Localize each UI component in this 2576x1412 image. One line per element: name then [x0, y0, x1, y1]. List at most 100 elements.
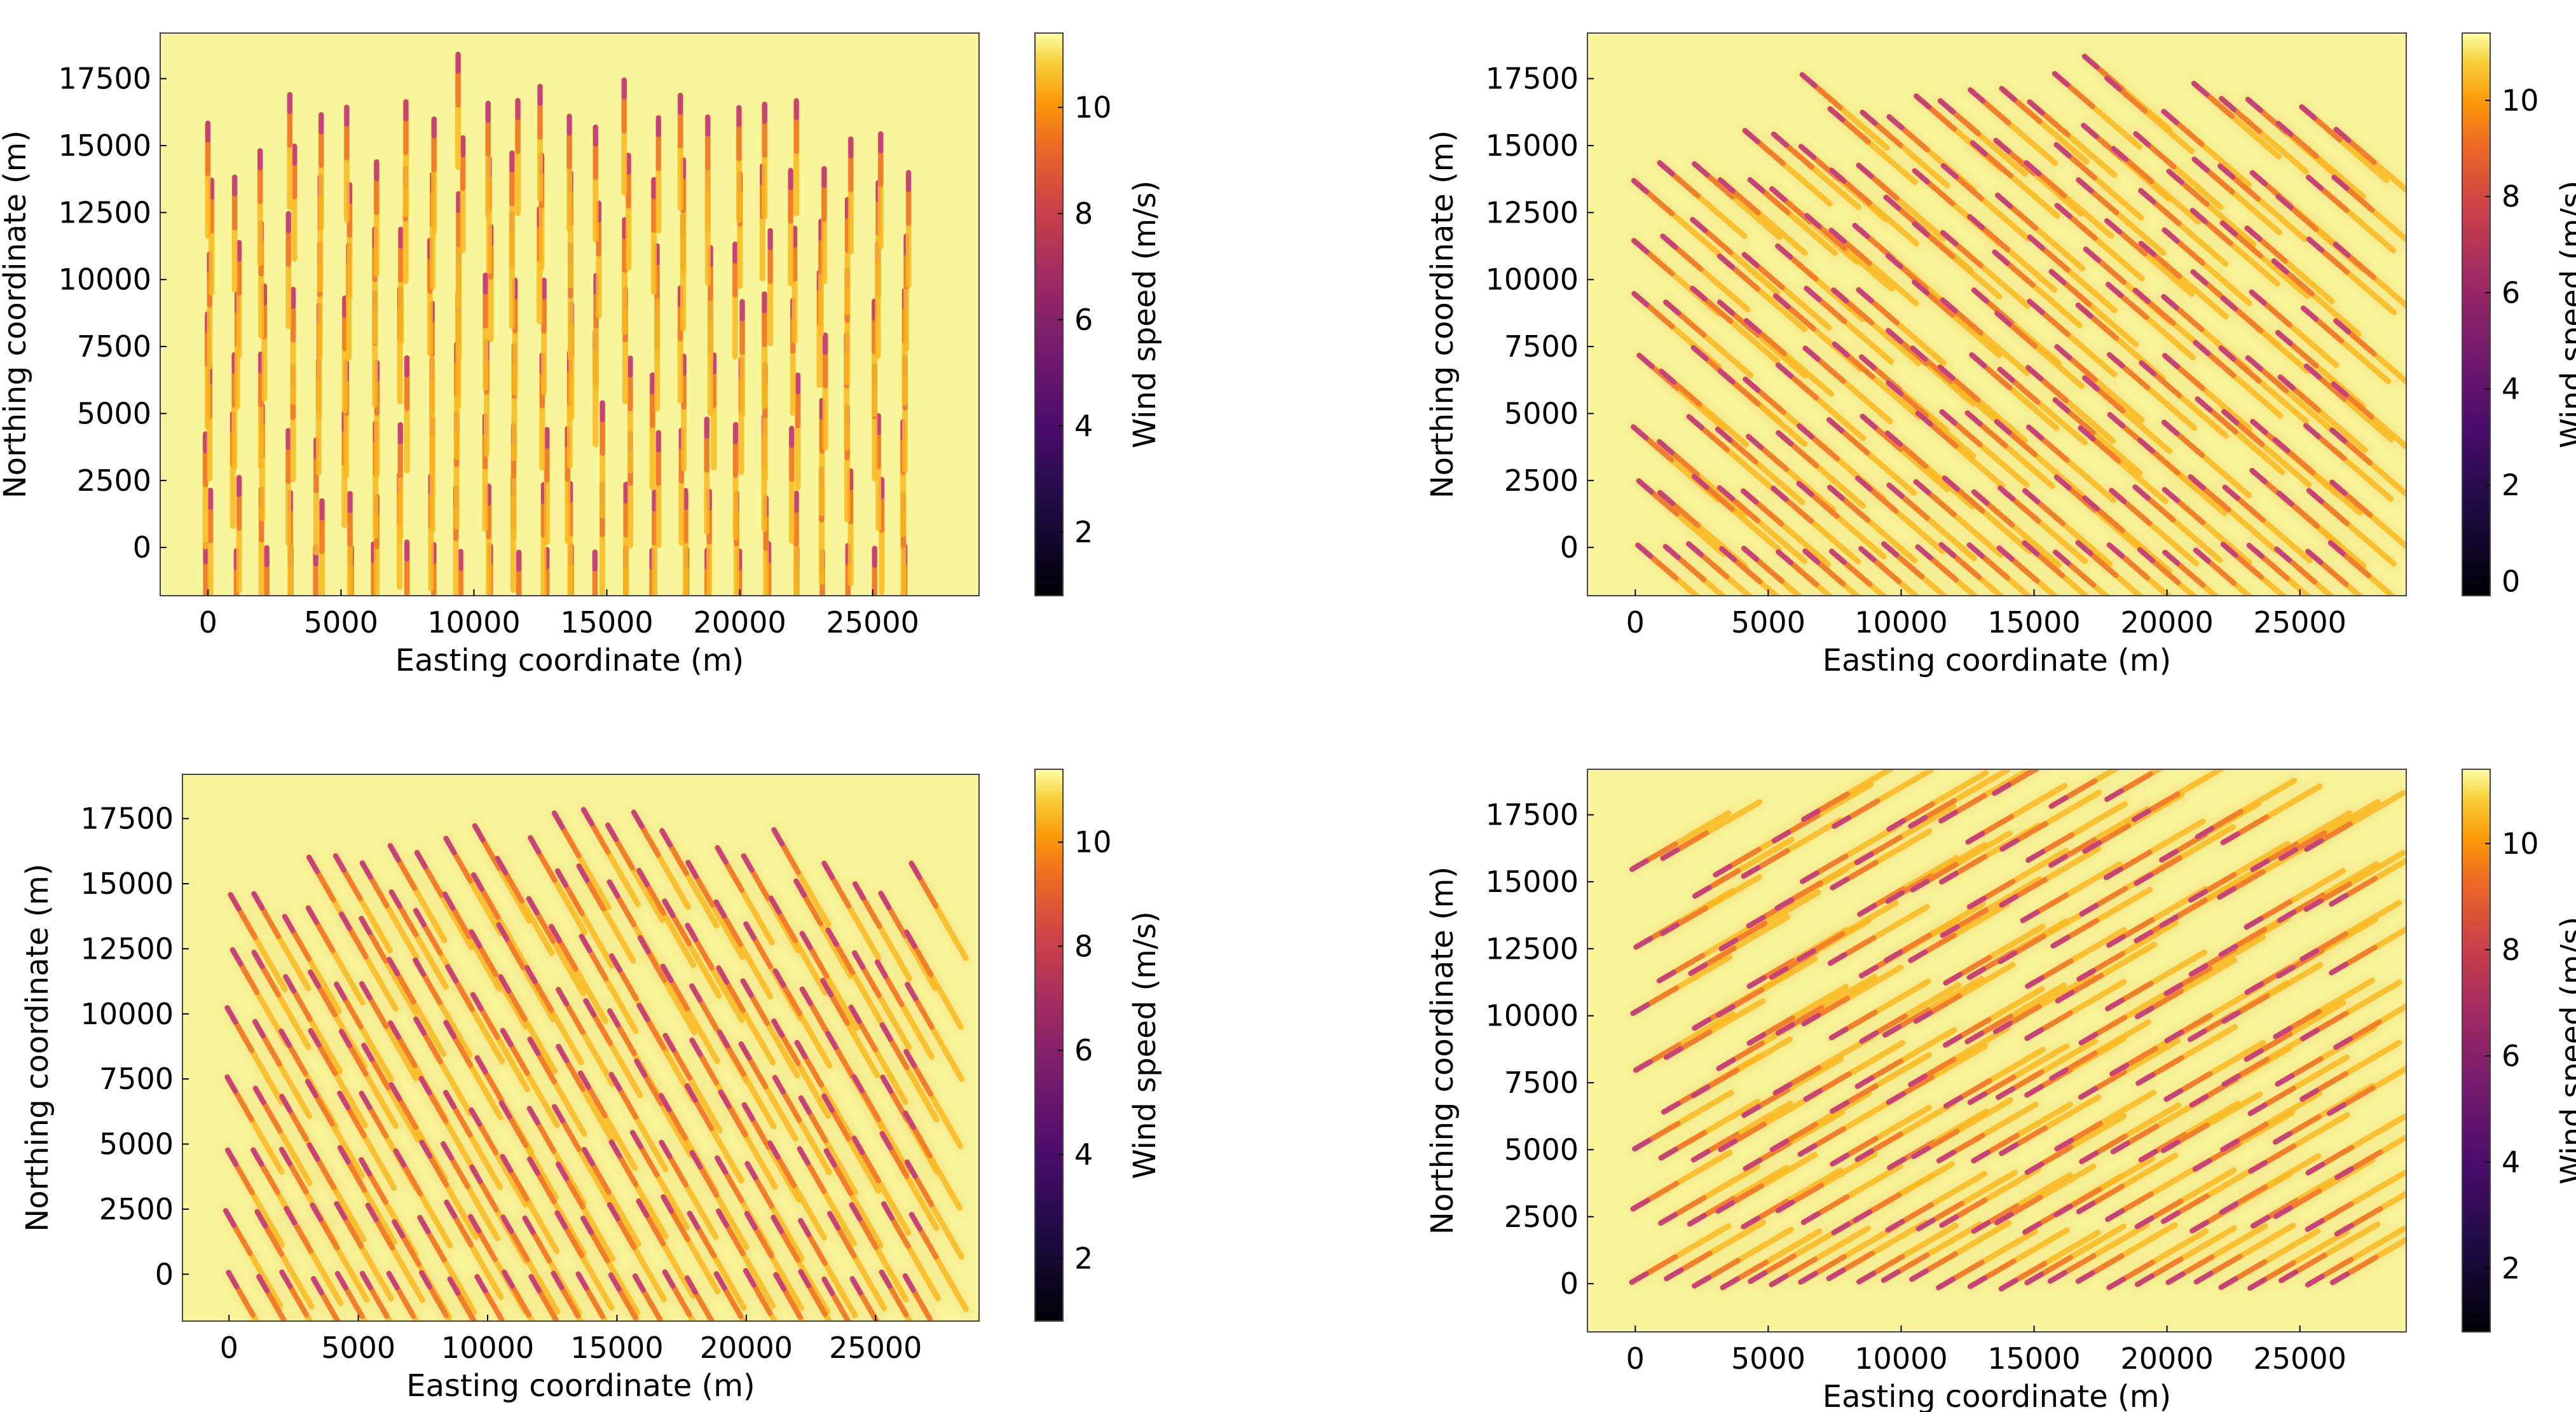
- turbine-marker: [1690, 217, 1708, 233]
- turbine-marker: [2306, 174, 2324, 191]
- turbine-marker: [1718, 1138, 1738, 1153]
- turbine-marker: [522, 1216, 536, 1235]
- x-tick-label: 10000: [1854, 1341, 1947, 1376]
- turbine-marker: [251, 891, 265, 911]
- turbine-marker: [279, 1093, 293, 1113]
- turbine-marker: [1636, 352, 1655, 369]
- turbine-marker: [1911, 1145, 1931, 1160]
- turbine-marker: [2249, 170, 2268, 187]
- turbine-marker: [443, 835, 457, 856]
- turbine-marker: [1802, 345, 1821, 362]
- turbine-marker: [2048, 1270, 2067, 1284]
- turbine-marker: [2106, 542, 2125, 559]
- turbine-marker: [1746, 975, 1767, 989]
- turbine-marker: [1741, 1216, 1761, 1230]
- turbine-marker: [228, 892, 242, 912]
- turbine-marker: [2048, 854, 2068, 868]
- turbine-marker: [1971, 287, 1990, 304]
- turbine-marker: [2333, 1036, 2353, 1050]
- turbine-marker: [528, 835, 542, 855]
- turbine-marker: [1692, 1017, 1712, 1031]
- turbine-marker: [825, 1031, 839, 1050]
- x-tick-label: 15000: [570, 1331, 663, 1365]
- y-tick-label: 7500: [1504, 1066, 1579, 1100]
- turbine-marker: [2162, 487, 2180, 504]
- turbine-marker: [1796, 481, 1814, 497]
- turbine-marker: [1663, 299, 1682, 316]
- turbine-marker: [2053, 474, 2072, 491]
- turbine-marker: [1992, 249, 2010, 266]
- turbine-marker: [1940, 297, 1958, 314]
- turbine-marker: [2273, 1025, 2293, 1039]
- turbine-marker: [308, 1028, 322, 1048]
- turbine-marker: [2220, 542, 2238, 558]
- turbine-marker: [2165, 1271, 2186, 1285]
- turbine-marker: [797, 1146, 811, 1166]
- turbine-marker: [631, 809, 645, 830]
- turbine-marker: [283, 974, 297, 994]
- turbine-marker: [1657, 490, 1676, 507]
- turbine-marker: [1886, 1091, 1906, 1105]
- turbine-marker: [2025, 975, 2045, 989]
- turbine-marker: [1968, 1275, 1987, 1289]
- turbine-marker: [2278, 1269, 2299, 1284]
- x-tick-label: 25000: [826, 605, 919, 640]
- turbine-marker: [2079, 903, 2099, 917]
- turbine-marker: [636, 1003, 650, 1022]
- colorbar: [1034, 769, 1064, 1322]
- turbine-marker: [282, 914, 296, 934]
- turbine-marker: [252, 1085, 266, 1106]
- turbine-marker: [2250, 858, 2270, 872]
- turbine-marker: [1660, 233, 1678, 250]
- turbine-marker: [470, 992, 484, 1011]
- turbine-marker: [556, 987, 570, 1006]
- turbine-marker: [1802, 548, 1821, 565]
- y-tick-label: 5000: [99, 1127, 174, 1162]
- turbine-marker: [526, 1106, 540, 1125]
- turbine-marker: [2022, 540, 2040, 557]
- turbine-marker: [1832, 341, 1850, 358]
- turbine-marker: [1690, 1149, 1711, 1163]
- turbine-marker: [2052, 71, 2070, 88]
- turbine-marker: [2079, 1150, 2099, 1165]
- turbine-marker: [1690, 1085, 1711, 1099]
- turbine-marker: [740, 978, 754, 998]
- turbine-marker: [2022, 488, 2041, 505]
- turbine-marker: [1657, 439, 1675, 456]
- turbine-marker: [552, 1104, 566, 1124]
- turbine-marker: [2273, 1131, 2293, 1145]
- x-tick-label: 10000: [441, 1331, 534, 1365]
- turbine-marker: [359, 1157, 373, 1177]
- turbine-marker: [1631, 178, 1649, 195]
- turbine-marker: [799, 931, 813, 950]
- turbine-marker: [526, 896, 540, 915]
- turbine-marker: [527, 1036, 541, 1056]
- turbine-marker: [2273, 1205, 2293, 1219]
- turbine-marker: [1746, 915, 1766, 929]
- turbine-marker: [827, 1210, 841, 1231]
- turbine-marker: [1881, 541, 1900, 558]
- turbine-marker: [2222, 484, 2240, 501]
- colorbar-tick-label: 4: [2502, 372, 2520, 406]
- turbine-marker: [1936, 1149, 1956, 1163]
- x-tick-label: 5000: [1731, 605, 1805, 640]
- turbine-marker: [1831, 287, 1849, 304]
- turbine-marker: [2329, 479, 2348, 496]
- turbine-marker: [284, 1205, 298, 1226]
- chart-panel-top-left: 0 5000 10000 15000 20000 25000 0 2500 5000 7500 10…: [0, 32, 1163, 678]
- turbine-marker: [2217, 163, 2236, 180]
- turbine-marker: [793, 878, 807, 898]
- turbine-marker: [359, 915, 373, 936]
- turbine-marker: [606, 1202, 620, 1222]
- turbine-marker: [662, 1032, 676, 1053]
- turbine-marker: [2048, 795, 2069, 809]
- chart-panel-top-right: 0 5000 10000 15000 20000 25000 0 2500 5000 7500 10…: [1425, 32, 2576, 678]
- turbine-marker: [1886, 483, 1905, 499]
- turbine-marker: [1831, 1221, 1851, 1235]
- turbine-marker: [2188, 1028, 2207, 1042]
- turbine-marker: [1937, 364, 1956, 381]
- turbine-marker: [252, 1018, 266, 1039]
- x-tick-label: 20000: [693, 605, 786, 640]
- y-tick-label: 5000: [77, 396, 151, 430]
- turbine-marker: [2078, 1032, 2099, 1046]
